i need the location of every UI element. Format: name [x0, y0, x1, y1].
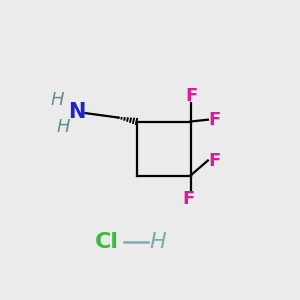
Text: F: F [183, 190, 195, 208]
Text: H: H [56, 118, 70, 136]
Text: H: H [50, 91, 64, 109]
Text: Cl: Cl [94, 232, 118, 251]
Text: H: H [149, 232, 166, 251]
Text: N: N [68, 103, 85, 122]
Text: F: F [185, 87, 197, 105]
Text: F: F [208, 152, 220, 169]
Text: F: F [208, 111, 220, 129]
